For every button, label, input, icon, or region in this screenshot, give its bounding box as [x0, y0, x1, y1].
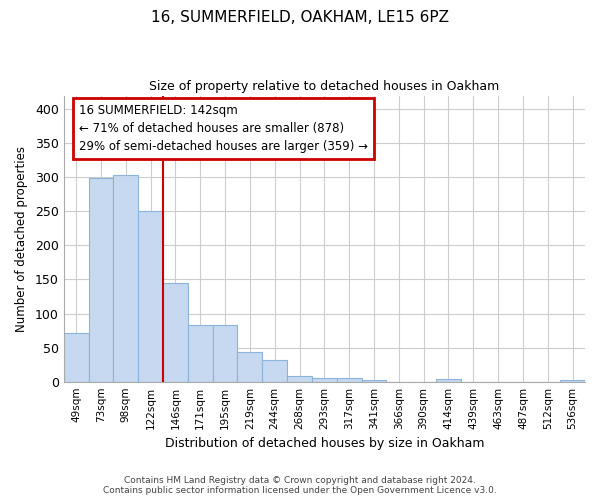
Bar: [188, 325, 212, 382]
Bar: [337, 378, 362, 382]
Text: 16 SUMMERFIELD: 142sqm
← 71% of detached houses are smaller (878)
29% of semi-de: 16 SUMMERFIELD: 142sqm ← 71% of detached…: [79, 104, 368, 153]
Bar: [362, 380, 386, 382]
Bar: [560, 380, 585, 382]
Bar: [238, 352, 262, 382]
Text: Contains HM Land Registry data © Crown copyright and database right 2024.
Contai: Contains HM Land Registry data © Crown c…: [103, 476, 497, 495]
Bar: [163, 283, 188, 382]
Text: 16, SUMMERFIELD, OAKHAM, LE15 6PZ: 16, SUMMERFIELD, OAKHAM, LE15 6PZ: [151, 10, 449, 25]
Bar: [138, 212, 163, 382]
Title: Size of property relative to detached houses in Oakham: Size of property relative to detached ho…: [149, 80, 499, 93]
Bar: [64, 332, 89, 382]
Bar: [212, 325, 238, 382]
X-axis label: Distribution of detached houses by size in Oakham: Distribution of detached houses by size …: [164, 437, 484, 450]
Bar: [287, 376, 312, 382]
Bar: [436, 379, 461, 382]
Bar: [89, 178, 113, 382]
Bar: [113, 174, 138, 382]
Y-axis label: Number of detached properties: Number of detached properties: [15, 146, 28, 332]
Bar: [262, 360, 287, 382]
Bar: [312, 378, 337, 382]
